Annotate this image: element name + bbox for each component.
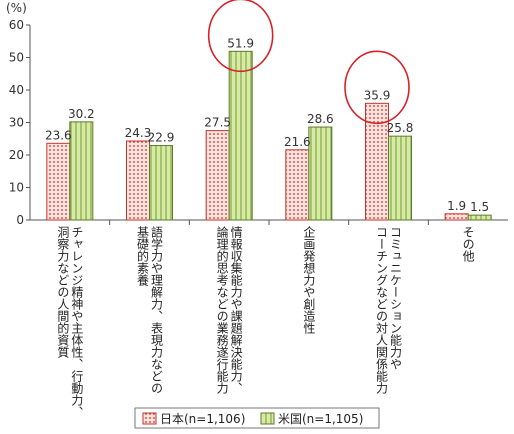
bar-us: [388, 135, 412, 221]
legend-box: [134, 407, 380, 429]
category-label: 企画発想力や創造性: [302, 225, 316, 335]
value-label-japan: 1.9: [447, 199, 466, 213]
y-tick-label: 10: [9, 181, 24, 195]
highlight-circles: [207, 0, 410, 125]
y-tick-label: 40: [9, 83, 24, 97]
y-tick-label: 50: [9, 51, 24, 65]
category-label: コーチングなどの対人関係能力: [375, 226, 389, 395]
y-tick-label: 60: [9, 18, 24, 32]
bar-japan: [444, 213, 469, 221]
category-labels: チャレンジ精神や主体性、行動力、洞察力などの人間的資質 語学力や理解力、表現力など…: [56, 225, 475, 418]
category-label: 情報収集能力や課題解決能力、: [229, 226, 243, 394]
category-label: 論理的思考などの業務遂行能力: [215, 225, 229, 395]
category-label: チャレンジ精神や主体性、行動力、: [70, 226, 84, 418]
y-tick-label: 20: [9, 148, 24, 162]
bar-japan: [46, 142, 71, 221]
value-label-us: 1.5: [470, 200, 489, 214]
value-label-japan: 24.3: [125, 126, 152, 140]
highlight-circle: [344, 50, 410, 125]
value-label-us: 30.2: [68, 107, 95, 121]
bar-us: [228, 50, 253, 221]
bars: [46, 50, 492, 225]
value-label-japan: 21.6: [284, 135, 311, 149]
y-tick-label: 30: [9, 116, 24, 130]
highlight-circle: [207, 0, 274, 73]
bar-us: [149, 145, 173, 221]
legend-label-japan: 日本(n=1,106): [160, 412, 245, 426]
legend-swatch-japan: [142, 412, 157, 425]
y-axis-unit: (%): [6, 1, 27, 15]
category-label: 基礎的素養: [136, 226, 150, 287]
category-label: 語学力や理解力、表現力などの: [150, 225, 164, 394]
bar-japan: [126, 140, 150, 221]
bar-us: [467, 214, 492, 221]
value-label-us: 25.8: [387, 121, 414, 135]
legend-swatch-us: [260, 412, 275, 425]
value-label-us: 22.9: [148, 131, 175, 145]
value-label-japan: 27.5: [204, 116, 231, 130]
legend-label-us: 米国(n=1,105): [278, 412, 363, 426]
y-tick-label: 0: [16, 213, 24, 227]
bar-us: [308, 126, 333, 221]
value-label-us: 51.9: [227, 36, 254, 50]
bar-us: [69, 121, 94, 221]
value-label-japan: 23.6: [45, 128, 72, 142]
category-label: 洞察力などの人間的資質: [56, 226, 70, 359]
value-labels: 23.6 30.2 24.322.9 27.5 51.9 21.6 28.6 35.9 25.8…: [45, 36, 489, 214]
bar-japan: [365, 102, 389, 221]
category-label: その他: [461, 226, 475, 262]
value-label-us: 28.6: [307, 112, 334, 126]
bar-japan: [205, 130, 230, 221]
category-label: コミュニケーション能力や: [389, 226, 403, 370]
bar-japan: [285, 149, 310, 221]
legend: 日本(n=1,106) 米国(n=1,105): [134, 407, 380, 429]
value-label-japan: 35.9: [364, 88, 391, 102]
